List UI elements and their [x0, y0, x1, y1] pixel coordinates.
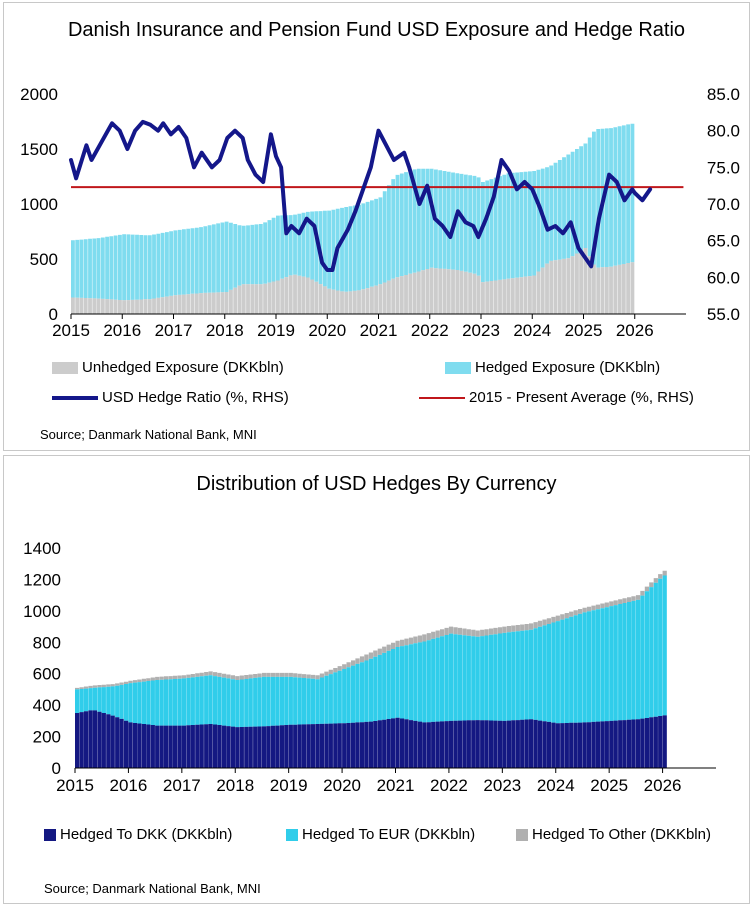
- x-tick-label: 2022: [430, 776, 468, 795]
- x-tick-label: 2021: [360, 321, 398, 340]
- legend-swatch-dkk: [44, 828, 56, 841]
- legend-label-dkk: Hedged To DKK (DKKbln): [60, 826, 233, 843]
- x-tick-label: 2024: [537, 776, 575, 795]
- y-right-tick-label: 70.0: [707, 195, 740, 214]
- x-tick-label: 2025: [565, 321, 603, 340]
- legend-label-eur: Hedged To EUR (DKKbln): [302, 826, 476, 843]
- legend-item-unhedged: Unhedged Exposure (DKKbln): [52, 359, 284, 376]
- y-right-tick-label: 60.0: [707, 268, 740, 287]
- x-tick-label: 2019: [270, 776, 308, 795]
- y-tick-label: 400: [33, 696, 61, 715]
- legend-item-dkk: Hedged To DKK (DKKbln): [44, 826, 232, 843]
- x-tick-label: 2017: [163, 776, 201, 795]
- x-tick-label: 2023: [483, 776, 521, 795]
- x-tick-label: 2021: [377, 776, 415, 795]
- x-tick-label: 2022: [411, 321, 449, 340]
- x-tick-label: 2025: [590, 776, 628, 795]
- y-tick-label: 800: [33, 633, 61, 652]
- x-tick-label: 2026: [616, 321, 654, 340]
- legend-label-unhedged: Unhedged Exposure (DKKbln): [82, 359, 284, 376]
- y-tick-label: 0: [52, 759, 61, 778]
- x-tick-label: 2023: [462, 321, 500, 340]
- legend-swatch-hedge-ratio: [52, 395, 98, 400]
- hedges-chart-source: Source; Danmark National Bank, MNI: [44, 881, 261, 896]
- x-tick-label: 2020: [323, 776, 361, 795]
- y-left-tick-label: 500: [30, 250, 58, 269]
- x-tick-label: 2016: [110, 776, 148, 795]
- x-tick-label: 2026: [644, 776, 682, 795]
- legend-item-hedge-ratio: USD Hedge Ratio (%, RHS): [52, 389, 289, 406]
- x-tick-label: 2017: [155, 321, 193, 340]
- y-left-tick-label: 2000: [20, 85, 58, 104]
- legend-swatch-other: [516, 828, 528, 841]
- unhedged-exposure-area: [71, 248, 635, 314]
- y-tick-label: 1000: [23, 602, 61, 621]
- y-left-tick-label: 0: [49, 305, 58, 324]
- x-tick-label: 2015: [52, 321, 90, 340]
- x-tick-label: 2024: [513, 321, 551, 340]
- legend-item-average: 2015 - Present Average (%, RHS): [419, 389, 694, 406]
- exposure-chart-source: Source; Danmark National Bank, MNI: [40, 427, 257, 442]
- legend-item-other: Hedged To Other (DKKbln): [516, 826, 711, 843]
- x-tick-label: 2015: [56, 776, 94, 795]
- hedge-ratio-line: [69, 119, 653, 272]
- y-left-tick-label: 1000: [20, 195, 58, 214]
- x-tick-label: 2019: [257, 321, 295, 340]
- hedges-chart-panel: Distribution of USD Hedges By Currency 2…: [3, 455, 750, 904]
- legend-label-other: Hedged To Other (DKKbln): [532, 826, 711, 843]
- hedged-exposure-area: [71, 123, 635, 301]
- exposure-chart-panel: Danish Insurance and Pension Fund USD Ex…: [3, 2, 750, 451]
- y-right-tick-label: 65.0: [707, 232, 740, 251]
- y-tick-label: 1400: [23, 539, 61, 558]
- legend-label-average: 2015 - Present Average (%, RHS): [469, 389, 694, 406]
- y-right-tick-label: 85.0: [707, 85, 740, 104]
- legend-swatch-unhedged: [52, 361, 78, 374]
- x-tick-label: 2020: [308, 321, 346, 340]
- x-tick-label: 2016: [103, 321, 141, 340]
- legend-label-hedged: Hedged Exposure (DKKbln): [475, 359, 661, 376]
- legend-swatch-eur: [286, 828, 298, 841]
- y-tick-label: 600: [33, 665, 61, 684]
- y-tick-label: 200: [33, 728, 61, 747]
- legend-item-eur: Hedged To EUR (DKKbln): [286, 826, 475, 843]
- legend-swatch-average: [419, 396, 465, 399]
- legend-item-hedged: Hedged Exposure (DKKbln): [445, 359, 660, 376]
- legend-label-hedge-ratio: USD Hedge Ratio (%, RHS): [102, 389, 289, 406]
- y-tick-label: 1200: [23, 570, 61, 589]
- y-left-tick-label: 1500: [20, 140, 58, 159]
- hedged-dkk-area: [75, 710, 667, 768]
- hedged-eur-area: [75, 575, 667, 728]
- x-tick-label: 2018: [206, 321, 244, 340]
- legend-swatch-hedged: [445, 361, 471, 374]
- x-tick-label: 2018: [216, 776, 254, 795]
- exposure-chart-plot: 2015 2016 2017 2018 2019 2020 2021 2022 2023 2024…: [20, 85, 740, 340]
- exposure-chart-title: Danish Insurance and Pension Fund USD Ex…: [67, 19, 686, 41]
- y-right-tick-label: 55.0: [707, 305, 740, 324]
- hedges-chart-plot: 2015 2016 2017 2018 2019 2020 2021 2022 2023 2024…: [23, 539, 716, 795]
- y-right-tick-label: 80.0: [707, 122, 740, 141]
- y-right-tick-label: 75.0: [707, 158, 740, 177]
- hedges-chart-title: Distribution of USD Hedges By Currency: [196, 473, 557, 495]
